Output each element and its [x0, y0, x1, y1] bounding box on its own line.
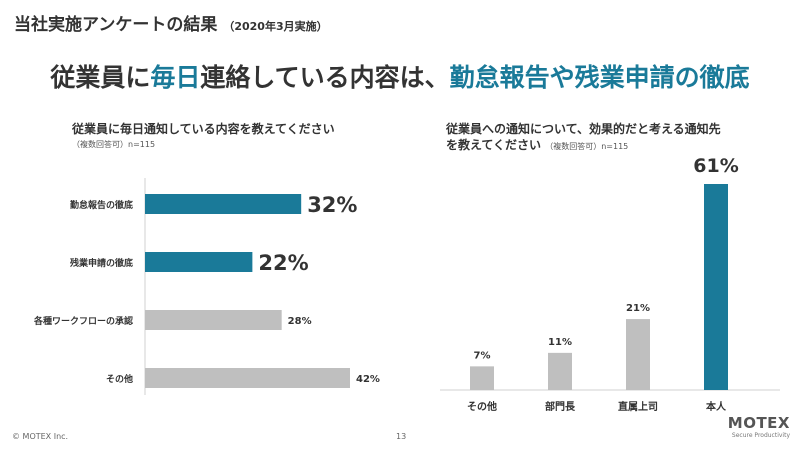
- right-bar: [548, 352, 572, 390]
- left-bar: [145, 252, 253, 272]
- left-value-label: 28%: [288, 316, 312, 327]
- left-value-label: 22%: [258, 251, 308, 275]
- right-category-label: 直属上司: [618, 400, 658, 413]
- left-bar: [145, 368, 350, 388]
- right-bar: [704, 184, 728, 390]
- logo-tagline: Secure Productivity: [731, 432, 790, 439]
- right-category-label: その他: [467, 400, 497, 413]
- headline-middle: 連絡している内容は、: [200, 63, 450, 92]
- chart-right-vertical-bar: 7% その他 11% 部門長 21% 直属上司 61% 本人: [440, 155, 780, 413]
- left-question: 従業員に毎日通知している内容を教えてください （複数回答可）n=115: [72, 121, 335, 153]
- headline-highlight-topics: 勤怠報告や残業申請の徹底: [449, 63, 750, 92]
- right-value-label: 21%: [626, 303, 650, 314]
- left-value-label: 32%: [307, 193, 357, 217]
- slide-title: 当社実施アンケートの結果 （2020年3月実施）: [14, 10, 328, 35]
- footer-copyright: © MOTEX Inc.: [12, 432, 69, 441]
- right-question-line2-wrap: を教えてください （複数回答可）n=115: [446, 137, 721, 155]
- right-question: 従業員への通知について、効果的だと考える通知先 を教えてください （複数回答可）…: [446, 121, 721, 155]
- right-category-label: 部門長: [545, 400, 576, 413]
- chart-left-horizontal-bar: 勤怠報告の徹底 32% 残業申請の徹底 22% 各種ワークフローの承認 28% その他 42%: [33, 178, 380, 395]
- right-bar: [626, 319, 650, 390]
- right-bar: [470, 366, 494, 390]
- slide-title-note: （2020年3月実施）: [223, 20, 328, 33]
- left-category-label: 勤怠報告の徹底: [70, 199, 133, 211]
- left-bar: [145, 194, 302, 214]
- logo-text: MOTEX: [727, 414, 790, 432]
- left-category-label: 残業申請の徹底: [70, 257, 133, 269]
- right-value-label: 11%: [548, 337, 572, 348]
- left-category-label: その他: [106, 373, 133, 385]
- right-category-label: 本人: [706, 400, 727, 413]
- left-value-label: 42%: [356, 374, 380, 385]
- headline-highlight-daily: 毎日: [150, 63, 201, 92]
- slide-title-text: 当社実施アンケートの結果: [14, 15, 218, 35]
- left-question-title: 従業員に毎日通知している内容を教えてください: [72, 122, 335, 136]
- motex-logo: MOTEX Secure Productivity: [728, 416, 790, 439]
- right-value-label: 61%: [693, 155, 738, 177]
- left-category-label: 各種ワークフローの承認: [33, 315, 133, 327]
- page-number: 13: [396, 432, 407, 441]
- right-question-note: （複数回答可）n=115: [545, 142, 629, 151]
- right-question-line2: を教えてください: [446, 138, 542, 152]
- right-value-label: 7%: [474, 350, 491, 361]
- left-bar: [145, 310, 282, 330]
- headline-prefix: 従業員に: [50, 63, 151, 92]
- left-question-note: （複数回答可）n=115: [72, 140, 156, 149]
- right-question-line1: 従業員への通知について、効果的だと考える通知先: [446, 122, 721, 136]
- headline: 従業員に毎日連絡している内容は、勤怠報告や残業申請の徹底: [0, 58, 800, 94]
